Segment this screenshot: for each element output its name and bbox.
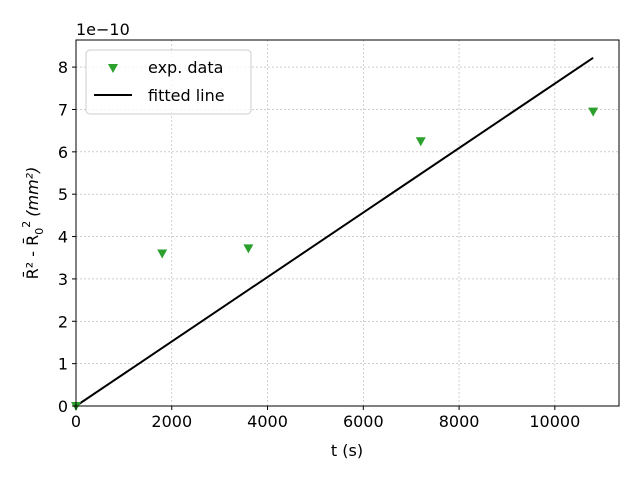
data-point — [415, 137, 426, 147]
x-tick-label: 2000 — [151, 412, 192, 431]
y-tick-label: 2 — [58, 312, 68, 331]
x-tick-label: 0 — [71, 412, 81, 431]
y-offset-text: 1e−10 — [76, 20, 130, 39]
y-tick-label: 8 — [58, 58, 68, 77]
grid — [75, 40, 619, 407]
x-tick-label: 10000 — [529, 412, 580, 431]
x-tick-label: 8000 — [439, 412, 480, 431]
y-tick-label: 1 — [58, 355, 68, 374]
legend: exp. data fitted line — [85, 49, 252, 115]
y-tick-label: 6 — [58, 143, 68, 162]
x-tick-label: 4000 — [247, 412, 288, 431]
y-axis-label-unit: (mm²) — [23, 167, 42, 217]
data-point — [157, 249, 168, 259]
fitted-line — [75, 56, 594, 407]
y-tick-label: 5 — [58, 185, 68, 204]
x-axis-label: t (s) — [331, 441, 363, 460]
y-tick-label: 3 — [58, 270, 68, 289]
plot-frame — [75, 39, 620, 407]
x-tick-label: 6000 — [343, 412, 384, 431]
legend-label-fitted-line: fitted line — [148, 86, 225, 105]
y-axis-label-main: R̄² - R̄ — [23, 235, 42, 280]
data-point — [243, 244, 254, 254]
y-axis-label: R̄² - R̄02 (mm²) — [20, 167, 46, 280]
y-tick-label: 4 — [58, 228, 68, 247]
y-tick-label: 0 — [58, 397, 68, 416]
legend-label-exp-data: exp. data — [148, 58, 223, 77]
legend-box — [85, 49, 252, 115]
axis-ticks: 0 2000 4000 6000 8000 10000 0 1 2 3 4 5 6 7 8 — [58, 58, 580, 431]
y-tick-label: 7 — [58, 100, 68, 119]
y-axis-label-superscript: 2 — [20, 221, 33, 228]
data-point — [588, 107, 599, 117]
legend-marker-exp-data — [108, 64, 118, 73]
y-axis-label-subscript: 0 — [33, 228, 46, 235]
